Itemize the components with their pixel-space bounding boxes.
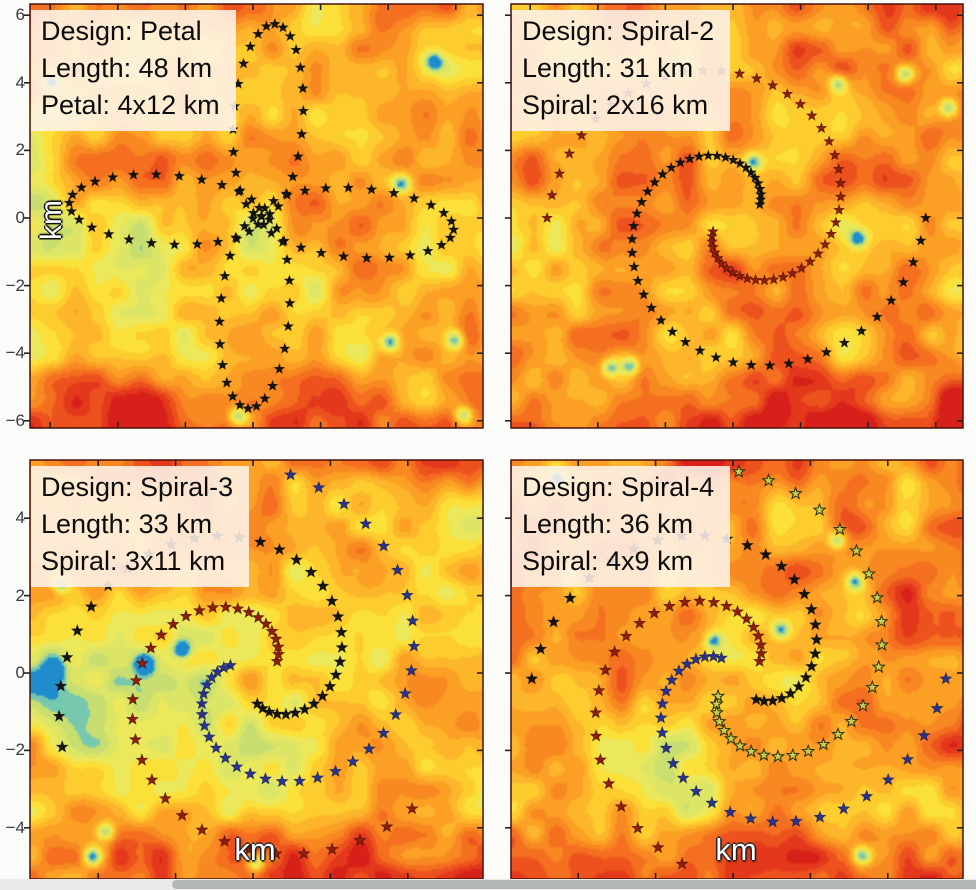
y-tick-label: −4: [5, 817, 25, 837]
y-tick-label: 0: [15, 208, 25, 227]
y-tick-label: 2: [15, 140, 25, 160]
design-name-line: Design: Petal: [41, 16, 202, 46]
horizontal-scrollbar-track[interactable]: [0, 879, 976, 890]
design-name-line: Design: Spiral-2: [522, 16, 715, 46]
spec-line: Spiral: 2x16 km: [522, 90, 709, 120]
horizontal-scrollbar-thumb[interactable]: [172, 880, 976, 889]
x-axis-label-km: km: [234, 832, 276, 867]
panel-petal: Design: Petal Length: 48 km Petal: 4x12 …: [24, 3, 484, 429]
spec-line: Spiral: 4x9 km: [522, 546, 694, 576]
y-tick-label: 0: [15, 663, 25, 682]
panel-spiral-2: Design: Spiral-2 Length: 31 km Spiral: 2…: [505, 3, 964, 429]
y-axis-label-km: km: [35, 200, 68, 240]
spec-line: Petal: 4x12 km: [41, 90, 220, 120]
y-tick-label: 4: [15, 508, 25, 528]
length-line: Length: 48 km: [41, 53, 213, 83]
length-line: Length: 31 km: [522, 53, 694, 83]
y-tick-label: −2: [5, 740, 25, 760]
panel-spiral-3: Design: Spiral-3 Length: 33 km Spiral: 3…: [24, 459, 484, 880]
design-label-box: Design: Spiral-2 Length: 31 km Spiral: 2…: [512, 10, 731, 131]
x-axis-label-km: km: [715, 832, 757, 867]
spec-line: Spiral: 3x11 km: [41, 546, 226, 576]
length-line: Length: 33 km: [41, 509, 213, 539]
design-label-box: Design: Spiral-4 Length: 36 km Spiral: 4…: [512, 466, 731, 587]
y-tick-label: 4: [15, 72, 25, 92]
design-label-box: Design: Spiral-3 Length: 33 km Spiral: 3…: [31, 466, 250, 587]
design-name-line: Design: Spiral-4: [522, 472, 715, 502]
design-label-box: Design: Petal Length: 48 km Petal: 4x12 …: [31, 10, 236, 131]
length-line: Length: 36 km: [522, 509, 694, 539]
panel-spiral-4: Design: Spiral-4 Length: 36 km Spiral: 4…: [505, 459, 964, 880]
y-tick-label: −4: [5, 343, 25, 363]
y-tick-label: 6: [15, 5, 25, 25]
y-tick-label: 2: [15, 585, 25, 605]
y-tick-label: −6: [5, 410, 25, 430]
y-tick-label: −2: [5, 275, 25, 295]
design-name-line: Design: Spiral-3: [41, 472, 234, 502]
